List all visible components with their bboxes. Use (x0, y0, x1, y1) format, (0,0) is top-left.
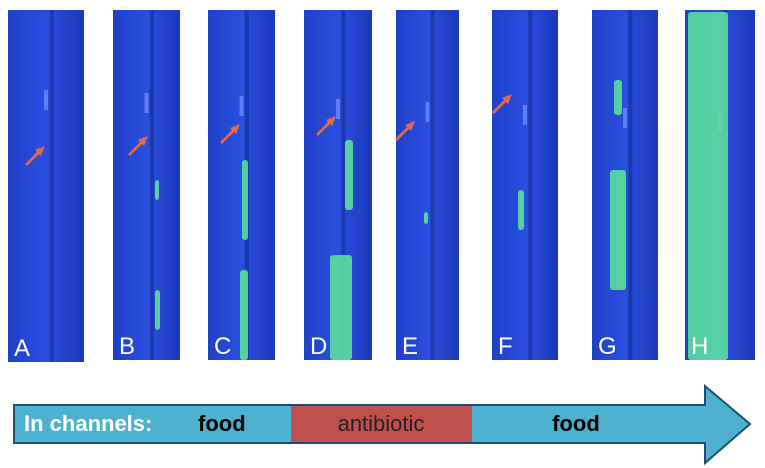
channel-stripe (49, 10, 54, 362)
green-cells (424, 212, 428, 224)
panel-label: E (402, 333, 418, 360)
pointer-arrow (316, 116, 336, 136)
green-cells (330, 255, 352, 360)
green-cells (345, 140, 353, 210)
cell-spot (425, 102, 430, 122)
segment-label: antibiotic (338, 411, 425, 436)
panel-label: C (214, 333, 231, 360)
timeline-arrow: In channels: food antibiotic food (13, 383, 752, 466)
channel-stripe (149, 10, 154, 360)
panel: E (395, 10, 459, 360)
green-cells (242, 160, 248, 240)
green-cells (688, 12, 728, 360)
green-cells (614, 80, 622, 115)
channel-stripe (628, 10, 633, 360)
channel-stripe (528, 10, 533, 360)
panel-label: A (14, 335, 30, 362)
pointer-arrow (128, 136, 148, 156)
cell-spot (336, 99, 340, 119)
channel-stripe (430, 10, 435, 360)
panel-label: H (691, 333, 708, 360)
green-cells (610, 170, 626, 290)
green-cells (155, 180, 159, 200)
panel: B (113, 10, 180, 360)
cell-spot (523, 105, 527, 125)
pointer-arrow (220, 124, 240, 144)
segment-label: food (198, 411, 246, 436)
segment-label: food (552, 411, 600, 436)
panel-image (492, 10, 558, 360)
green-cells (155, 290, 160, 330)
panel-label: G (598, 333, 617, 360)
channel-stripe (341, 10, 346, 360)
cell-spot (623, 108, 627, 128)
panel: F (492, 10, 558, 360)
panel: D (304, 10, 372, 360)
pointer-arrow (492, 94, 512, 114)
panel: H (685, 10, 755, 360)
cell-spot (239, 96, 244, 116)
panels: A B C D E F G H (8, 10, 755, 362)
pointer-arrow (395, 121, 415, 141)
green-cells (240, 270, 248, 360)
cell-spot (144, 93, 149, 113)
panel: A (8, 10, 84, 362)
panel-image (8, 10, 84, 362)
panel-label: F (498, 333, 513, 360)
panel-image (396, 10, 459, 360)
antibiotic-band (291, 406, 472, 442)
panel-label: B (119, 333, 135, 360)
pointer-arrow (25, 146, 45, 166)
panel-image (113, 10, 180, 360)
panel: G (592, 10, 658, 360)
timeline-prefix: In channels: (24, 411, 152, 436)
cell-spot (44, 90, 48, 110)
panel: C (208, 10, 275, 360)
green-cells (518, 190, 524, 230)
panel-label: D (310, 333, 327, 360)
